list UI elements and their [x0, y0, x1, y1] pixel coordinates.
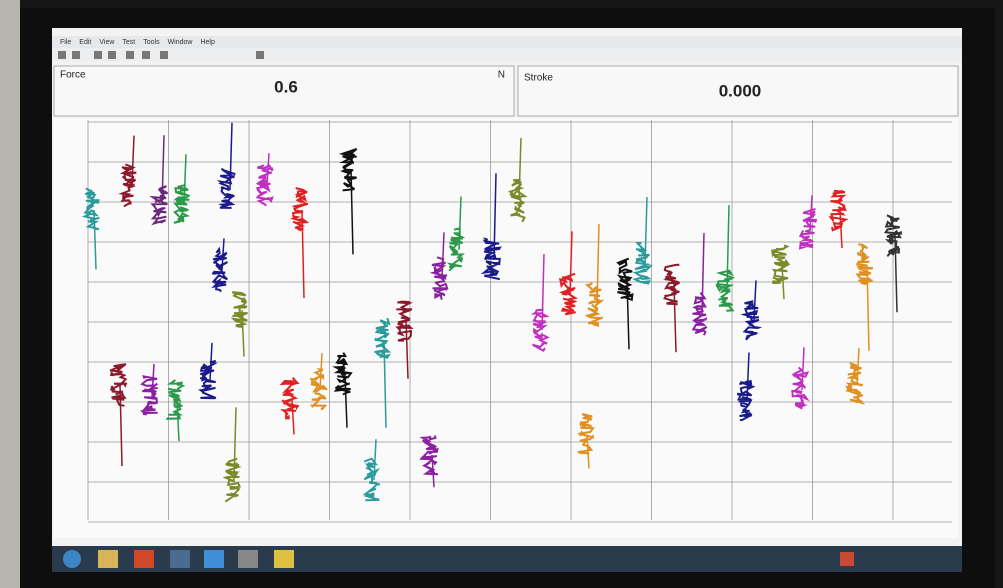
force-unit: N	[498, 70, 505, 81]
stroke-value: 0.000	[719, 81, 762, 100]
icon[interactable]	[94, 51, 102, 59]
icon[interactable]	[108, 51, 116, 59]
wall	[0, 0, 20, 588]
force-value: 0.6	[274, 77, 298, 96]
menu-item[interactable]: Test	[122, 39, 135, 46]
force-label: Force	[60, 70, 86, 81]
icon[interactable]	[160, 51, 168, 59]
plot-panel	[54, 118, 958, 538]
icon[interactable]	[256, 51, 264, 59]
menu-item[interactable]: View	[99, 39, 115, 46]
menu-item[interactable]: Tools	[143, 39, 160, 46]
app-icon[interactable]	[134, 550, 154, 568]
app-icon[interactable]	[98, 550, 118, 568]
toolbar	[52, 48, 962, 62]
icon[interactable]	[58, 51, 66, 59]
menu-item[interactable]: Edit	[79, 39, 91, 46]
app-icon[interactable]	[170, 550, 190, 568]
app-icon[interactable]	[238, 550, 258, 568]
icon[interactable]	[126, 51, 134, 59]
app-icon[interactable]	[204, 550, 224, 568]
menu-item[interactable]: Window	[168, 39, 194, 46]
icon[interactable]	[142, 51, 150, 59]
menu-item[interactable]: File	[60, 39, 71, 46]
icon[interactable]	[72, 51, 80, 59]
screenshot: File Edit View Test Tools Window Help Force 0.…	[0, 0, 1003, 588]
page: {"menu": ["File", "Edit", "View", "Test"…	[0, 0, 1003, 588]
start-button[interactable]	[63, 550, 81, 568]
stroke-label: Stroke	[524, 73, 553, 84]
menu-item[interactable]: Help	[200, 39, 215, 46]
tray-icon[interactable]	[840, 552, 854, 566]
app-icon[interactable]	[274, 550, 294, 568]
